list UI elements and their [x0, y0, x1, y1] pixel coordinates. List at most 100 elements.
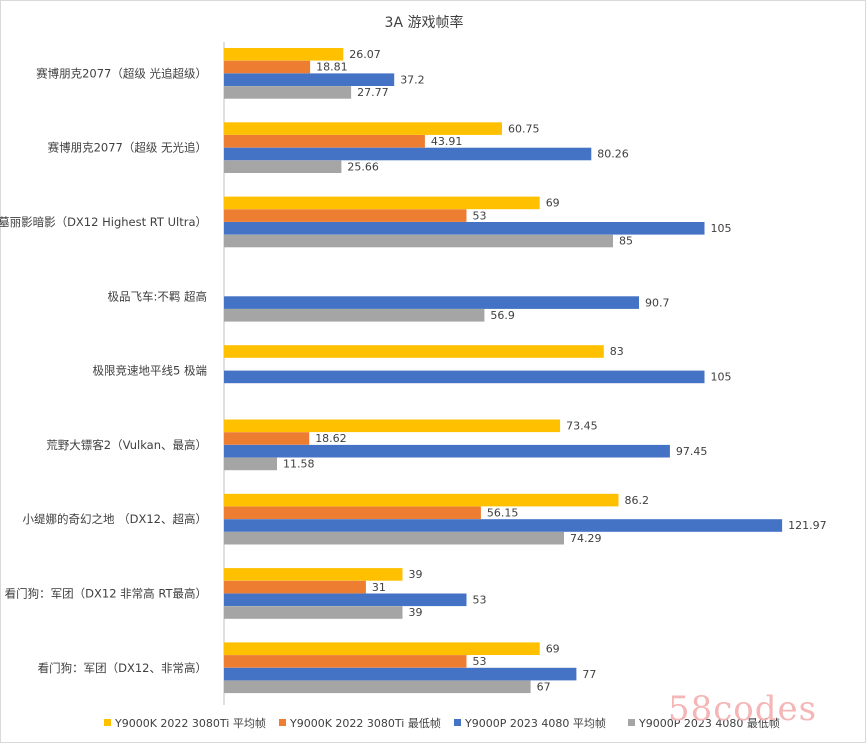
watermark: 58codes — [668, 689, 817, 729]
data-label-background — [620, 494, 653, 506]
data-label-background — [404, 606, 424, 619]
data-label-background — [468, 209, 488, 222]
legend-swatch — [454, 719, 461, 726]
bar — [224, 234, 613, 248]
data-label: 31 — [372, 581, 386, 594]
data-label-background — [486, 309, 519, 322]
bar — [224, 48, 344, 61]
bar — [224, 568, 403, 581]
data-label: 37.2 — [400, 73, 425, 86]
data-label-background — [312, 61, 352, 73]
bar — [224, 444, 670, 458]
data-label: 67 — [537, 681, 551, 694]
data-label-background — [706, 222, 733, 235]
data-label: 27.77 — [357, 86, 389, 99]
bar — [224, 432, 310, 445]
data-label: 11.58 — [283, 458, 315, 471]
category-label: 古墓丽影暗影（DX12 Highest RT Ultra） — [0, 215, 207, 229]
bar — [224, 209, 467, 222]
bar — [224, 667, 577, 681]
bar — [224, 222, 705, 235]
category-label: 极品飞车:不羁 超高 — [107, 289, 207, 303]
data-label-background — [345, 48, 385, 61]
data-label: 43.91 — [431, 135, 463, 148]
bar — [224, 86, 352, 99]
bar — [224, 506, 481, 520]
data-label: 86.2 — [625, 494, 650, 507]
bar — [224, 196, 540, 210]
bar — [224, 519, 783, 532]
bar — [224, 60, 311, 74]
category-label: 小缇娜的奇幻之地 （DX12、超高） — [22, 512, 207, 526]
data-label: 53 — [473, 655, 487, 668]
legend-label: Y9000P 2023 4080 平均帧 — [464, 716, 606, 730]
category-label: 荒野大镖客2（Vulkan、最高） — [46, 438, 207, 452]
legend-label: Y9000K 2022 3080Ti 平均帧 — [114, 716, 266, 730]
data-label: 53 — [473, 594, 487, 607]
data-label-background — [562, 420, 602, 432]
data-label-background — [641, 296, 674, 309]
category-label: 赛博朋克2077（超级 光追超级） — [36, 66, 207, 80]
legend-swatch — [628, 719, 635, 726]
data-label: 97.45 — [676, 445, 708, 458]
bar — [224, 457, 277, 471]
data-label: 39 — [409, 606, 423, 619]
chart-title: 3A 游戏帧率 — [385, 14, 464, 31]
data-label-background — [504, 122, 543, 135]
bar — [224, 493, 619, 507]
data-label-background — [468, 594, 488, 606]
legend-label: Y9000K 2022 3080Ti 最低帧 — [289, 716, 441, 730]
legend: Y9000K 2022 3080Ti 平均帧 Y9000K 2022 3080Ti… — [104, 716, 780, 730]
category-label: 看门狗：军团（DX12、非常高） — [38, 661, 207, 675]
category-label: 看门狗：军团（DX12 非常高 RT最高） — [5, 587, 207, 601]
category-label: 极限竞速地平线5 极端 — [93, 364, 207, 378]
bar — [224, 606, 403, 619]
data-label: 105 — [711, 222, 732, 235]
data-label: 69 — [546, 197, 560, 210]
bar — [224, 370, 705, 384]
data-label: 39 — [409, 568, 423, 581]
data-label-background — [279, 458, 318, 470]
bar — [224, 419, 561, 433]
bar — [224, 680, 531, 694]
data-label-background — [593, 148, 633, 160]
data-label-background — [615, 235, 635, 247]
data-label-background — [532, 681, 552, 693]
data-label: 18.81 — [316, 61, 348, 74]
bar — [224, 655, 467, 668]
data-label: 69 — [546, 642, 560, 655]
data-label: 90.7 — [645, 296, 670, 309]
bars-group — [224, 48, 783, 694]
bar — [224, 345, 604, 358]
data-label: 85 — [619, 235, 633, 248]
bar — [224, 309, 485, 322]
data-label-background — [784, 519, 830, 532]
data-label: 74.29 — [570, 532, 602, 545]
data-label: 73.45 — [566, 420, 598, 433]
bar — [224, 580, 366, 594]
bar — [224, 160, 342, 173]
bar — [224, 642, 540, 655]
data-label: 60.75 — [508, 122, 540, 135]
bar — [224, 147, 592, 161]
data-label-background — [311, 432, 351, 445]
data-label: 77 — [582, 668, 596, 681]
data-label-background — [706, 371, 733, 383]
bar — [224, 296, 639, 309]
data-label-background — [541, 642, 561, 655]
legend-label: Y9000P 2023 4080 最低帧 — [638, 716, 780, 730]
bar — [224, 135, 425, 148]
data-label: 25.66 — [347, 160, 379, 173]
data-label: 56.15 — [487, 507, 519, 520]
legend-swatch — [279, 719, 286, 726]
data-label-background — [426, 135, 466, 148]
data-label: 83 — [610, 345, 624, 358]
legend-swatch — [104, 719, 111, 726]
data-label: 53 — [473, 209, 487, 222]
data-label-background — [343, 160, 383, 173]
bar — [224, 593, 467, 607]
data-label-background — [578, 668, 598, 680]
bar — [224, 73, 395, 86]
